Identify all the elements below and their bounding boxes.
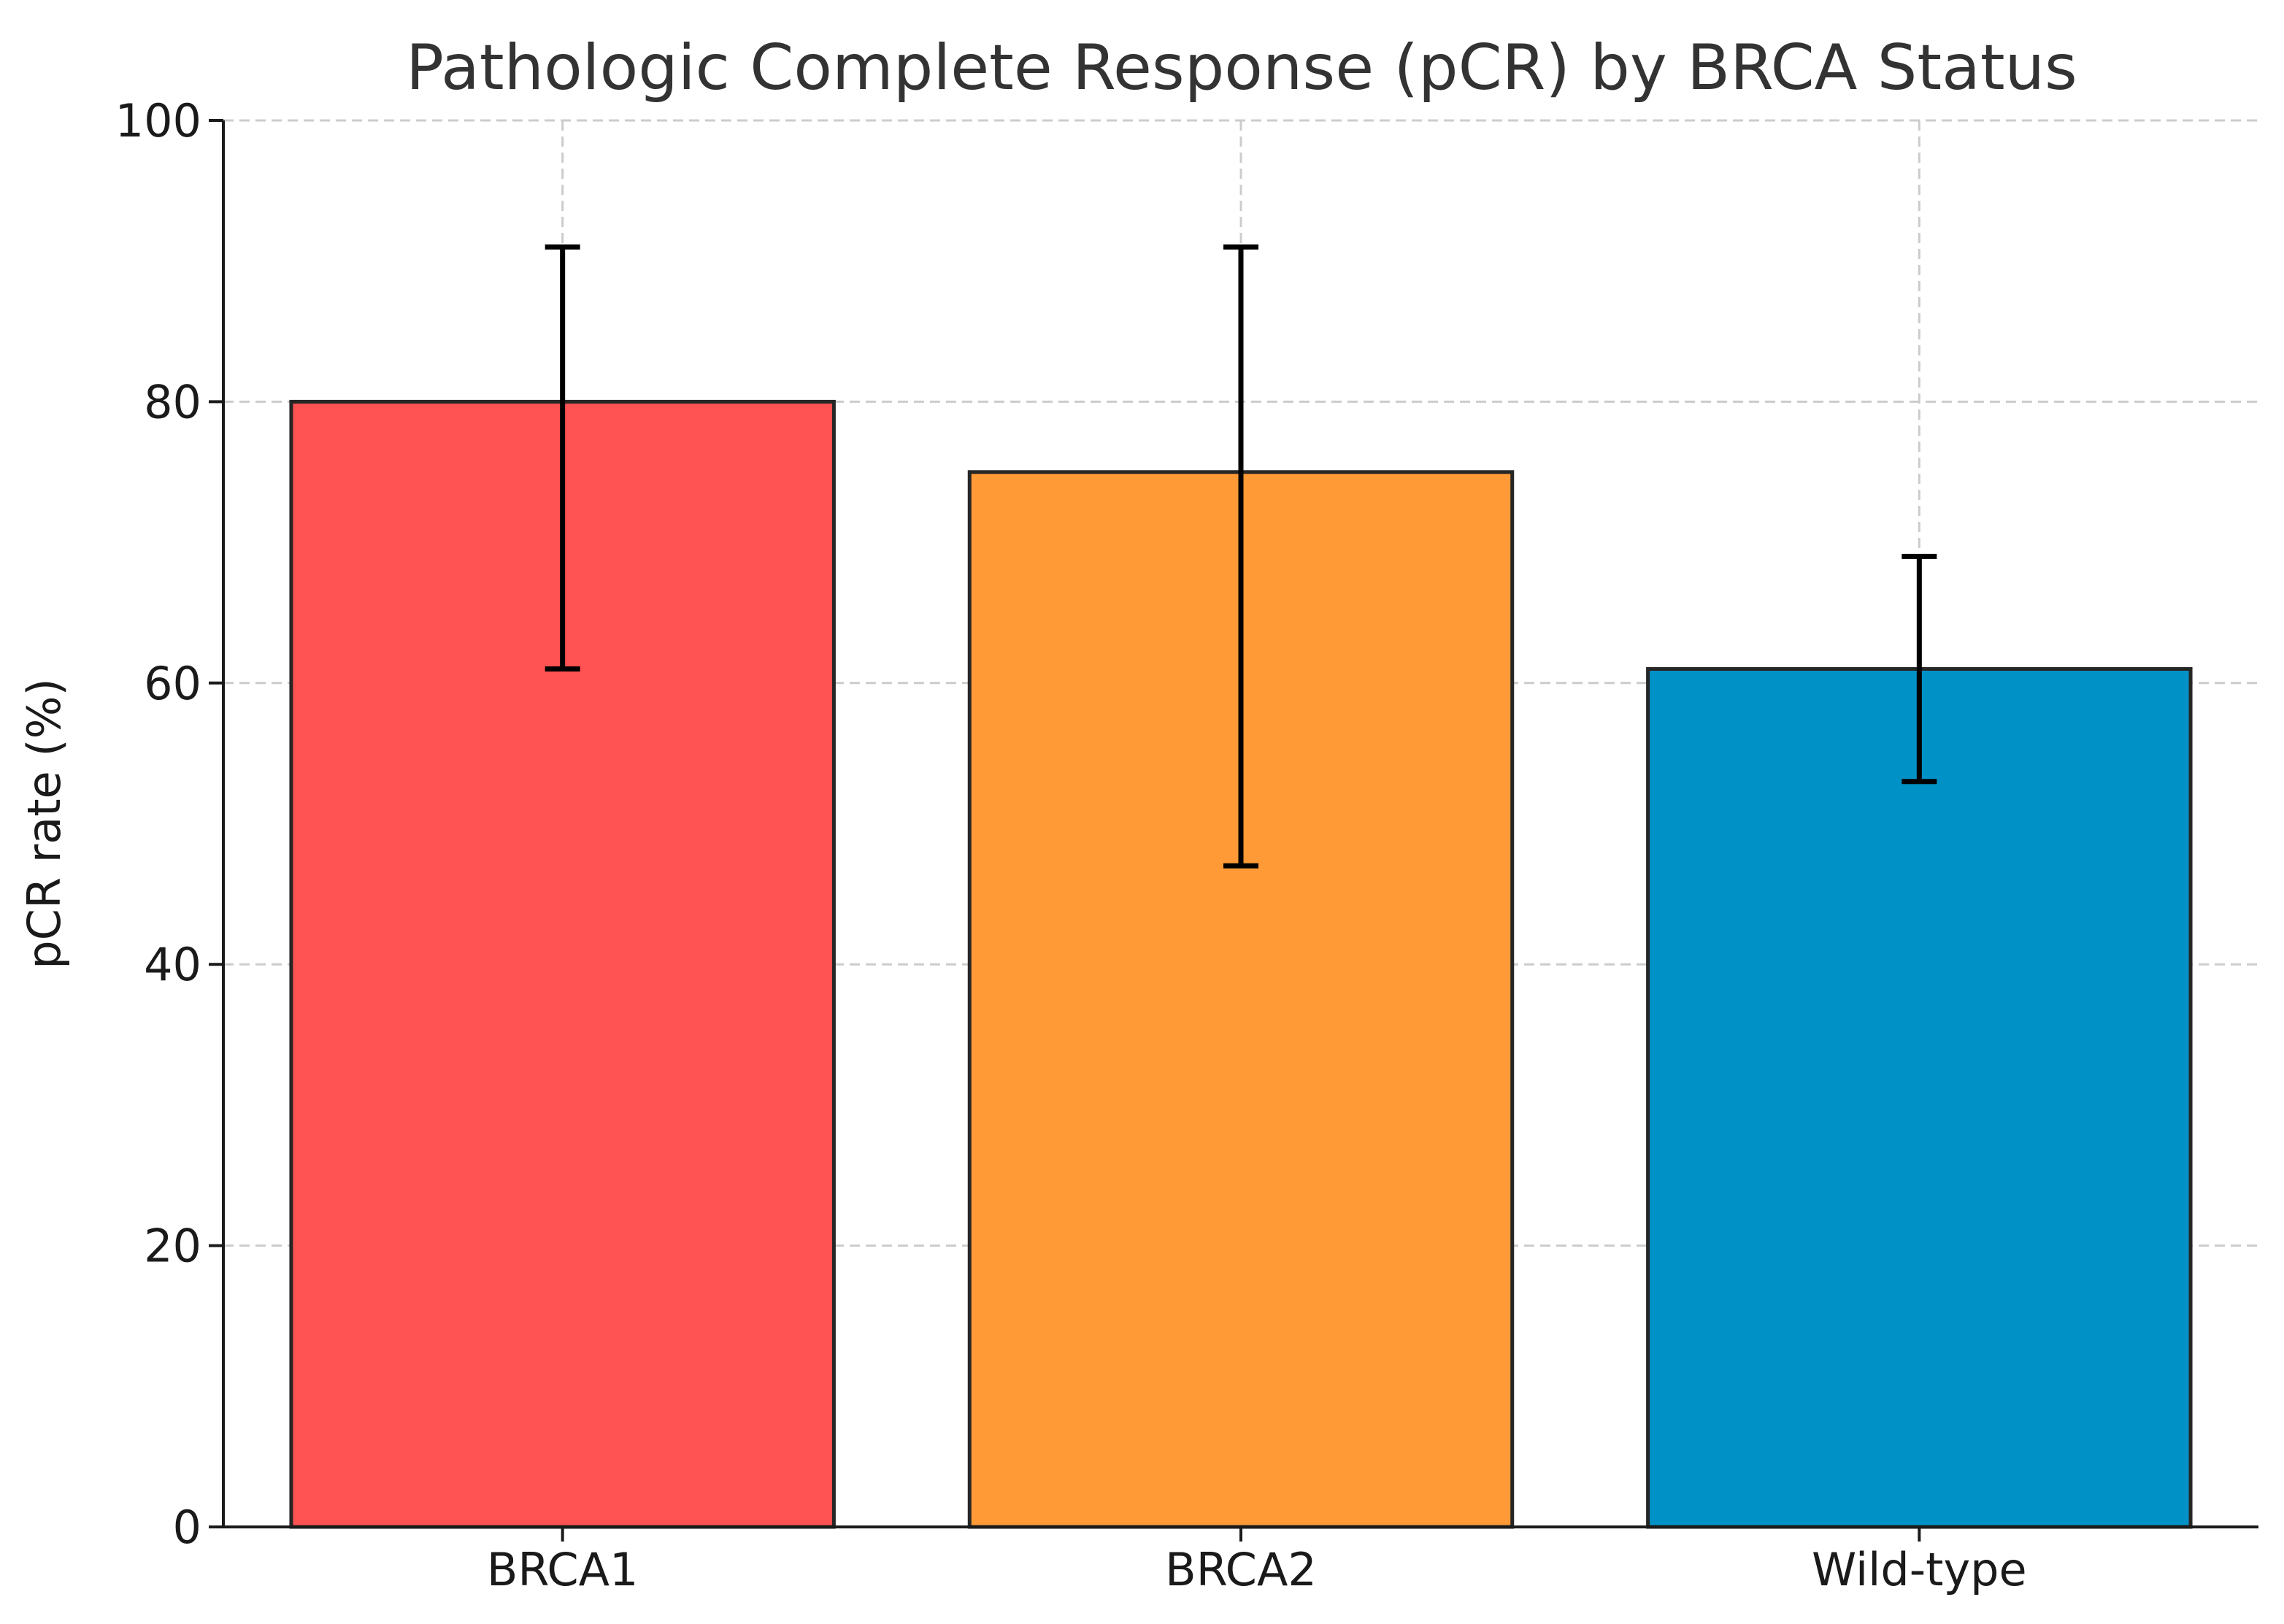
bar-wild-type xyxy=(1646,667,2193,1529)
y-tick-label: 100 xyxy=(115,94,201,147)
chart-title: Pathologic Complete Response (pCR) by BR… xyxy=(406,31,2077,104)
y-tick-label: 0 xyxy=(173,1501,201,1554)
y-axis-label: pCR rate (%) xyxy=(18,678,71,969)
x-tick-label: BRCA1 xyxy=(487,1543,639,1596)
y-tick-label: 20 xyxy=(144,1220,201,1273)
error-bar-layer xyxy=(545,244,1937,869)
x-tick-label: Wild-type xyxy=(1812,1543,2027,1596)
y-tick-label: 80 xyxy=(144,375,201,428)
y-tick-label: 40 xyxy=(144,938,201,991)
y-tick-label: 60 xyxy=(144,657,201,710)
x-tick-label: BRCA2 xyxy=(1165,1543,1317,1596)
tick-label-layer: 0 20 40 60 80 100 BRCA1 BRCA2 Wild-type xyxy=(115,94,2027,1596)
axis-layer xyxy=(209,119,2258,1542)
